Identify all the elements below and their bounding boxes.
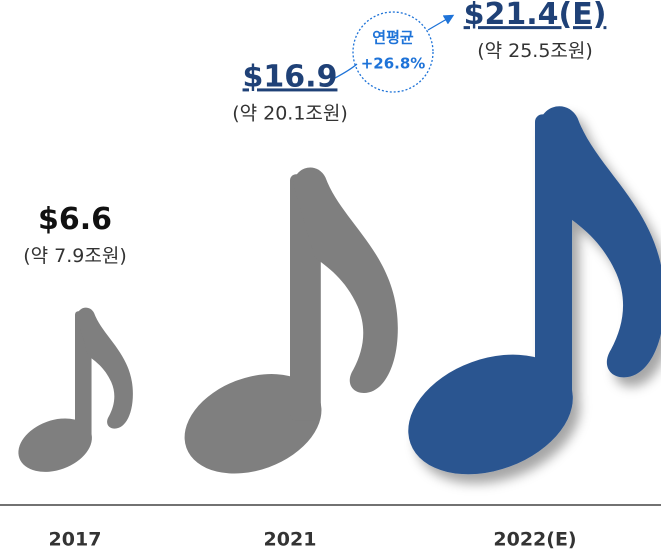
cagr-label: 연평균 — [372, 29, 414, 47]
note-flag — [293, 167, 398, 393]
category-label: 2021 — [264, 529, 317, 551]
value-label: $21.4(E) — [464, 0, 607, 32]
cagr-bubble — [352, 11, 434, 93]
category-label: 2017 — [49, 529, 102, 551]
note-head — [184, 374, 322, 474]
value-label: $6.6 — [38, 202, 112, 237]
music-note — [18, 307, 133, 472]
note-flag — [76, 307, 133, 429]
cagr-arrow — [334, 16, 452, 79]
music-note — [184, 167, 398, 474]
sub-label: (약 25.5조원) — [477, 40, 593, 62]
sub-label: (약 7.9조원) — [23, 245, 127, 267]
cagr-value: +26.8% — [361, 55, 426, 73]
value-label: $16.9 — [243, 59, 338, 94]
category-label: 2022(E) — [493, 529, 576, 551]
sub-label: (약 20.1조원) — [232, 102, 348, 124]
music-note — [408, 106, 661, 475]
note-flag — [538, 106, 661, 378]
note-head — [408, 354, 573, 475]
note-head — [18, 418, 92, 472]
